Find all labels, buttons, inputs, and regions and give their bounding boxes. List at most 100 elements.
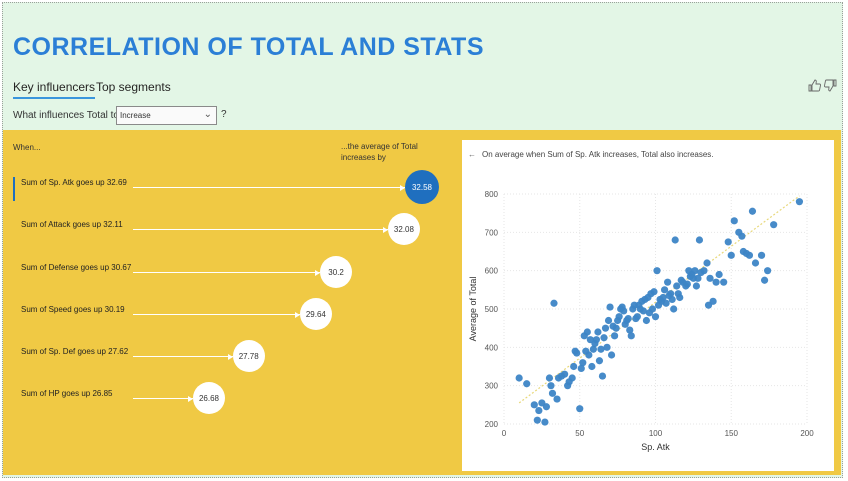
data-point: [535, 406, 543, 415]
data-point: [642, 316, 651, 325]
data-point: [764, 267, 772, 275]
y-axis-label: Average of Total: [468, 277, 478, 342]
data-point: [664, 278, 672, 286]
data-point: [585, 351, 593, 359]
data-point: [607, 351, 616, 359]
influence-bubble[interactable]: 27.78: [232, 340, 265, 372]
data-point: [760, 276, 769, 284]
data-point: [561, 370, 569, 378]
data-point: [676, 293, 684, 302]
influencer-row[interactable]: Sum of Speed goes up 30.19 29.64: [3, 298, 453, 342]
data-point: [615, 313, 623, 321]
tab-key-influencers[interactable]: Key influencers: [13, 80, 96, 99]
data-point: [648, 305, 657, 313]
data-point: [523, 380, 531, 388]
arrow-right-icon: [294, 311, 300, 318]
influence-line: [133, 187, 405, 188]
x-tick-label: 200: [800, 429, 814, 438]
data-point: [670, 305, 678, 313]
data-point: [626, 326, 634, 334]
data-point: [604, 316, 613, 325]
data-point: [671, 236, 679, 244]
data-point: [589, 345, 597, 353]
data-point: [694, 274, 702, 282]
x-tick-label: 0: [502, 429, 507, 438]
thumbs-up-icon[interactable]: [808, 79, 821, 95]
influencer-row[interactable]: Sum of Sp. Atk goes up 32.69 32.58: [3, 170, 453, 215]
influencer-label: Sum of Sp. Atk goes up 32.69: [21, 178, 127, 187]
influencer-row[interactable]: Sum of Sp. Def goes up 27.62 27.78: [3, 340, 453, 384]
data-point: [660, 286, 669, 294]
data-point: [588, 362, 596, 371]
influence-bubble[interactable]: 32.08: [387, 213, 420, 245]
influencer-row[interactable]: Sum of Defense goes up 30.67 30.2: [3, 256, 453, 300]
data-point: [727, 251, 735, 259]
y-tick-label: 700: [485, 228, 499, 237]
influence-bubble[interactable]: 29.64: [299, 298, 332, 330]
data-point: [601, 324, 610, 332]
arrow-right-icon: [227, 353, 233, 360]
data-point: [515, 374, 523, 382]
influence-bubble[interactable]: 26.68: [193, 382, 225, 414]
data-point: [600, 334, 608, 342]
data-point: [673, 282, 681, 290]
data-point: [577, 364, 585, 373]
data-point: [667, 290, 675, 298]
data-point: [576, 405, 584, 413]
data-point: [624, 314, 632, 323]
back-arrow-icon[interactable]: ←: [468, 150, 476, 159]
data-point: [653, 267, 661, 275]
detail-note-text: On average when Sum of Sp. Atk increases…: [482, 150, 714, 159]
data-point: [573, 349, 581, 357]
y-tick-label: 800: [485, 190, 499, 199]
influencer-label: Sum of Attack goes up 32.11: [21, 220, 123, 229]
data-point: [651, 313, 660, 321]
data-point: [595, 357, 604, 365]
x-axis-label: Sp. Atk: [641, 442, 670, 452]
influencer-row[interactable]: Sum of Attack goes up 32.11 32.08: [3, 213, 453, 257]
influence-bubble[interactable]: 30.2: [320, 256, 353, 288]
data-point: [650, 288, 658, 296]
influencer-row[interactable]: Sum of HP goes up 26.85 26.68: [3, 382, 453, 426]
dropdown-value: Increase: [120, 111, 151, 120]
direction-dropdown[interactable]: Increase ⌄: [116, 106, 217, 125]
detail-note: ← On average when Sum of Sp. Atk increase…: [468, 150, 714, 159]
data-point: [545, 374, 554, 382]
y-tick-label: 200: [485, 420, 499, 429]
data-point: [703, 259, 711, 267]
data-point: [633, 313, 641, 321]
data-point: [709, 297, 717, 305]
influence-bubble[interactable]: 32.58: [405, 170, 439, 204]
data-point: [570, 362, 578, 371]
influence-line: [133, 229, 388, 230]
detail-chart-card: ← On average when Sum of Sp. Atk increase…: [462, 140, 834, 471]
influencer-label: Sum of Speed goes up 30.19: [21, 305, 125, 314]
data-point: [548, 389, 557, 397]
data-point: [542, 403, 551, 411]
data-point: [668, 295, 676, 304]
data-point: [715, 270, 723, 279]
key-influencers-panel: When... ...the average of Total increase…: [3, 130, 841, 475]
data-point: [598, 372, 607, 380]
when-column-header: When...: [13, 143, 41, 152]
data-point: [795, 198, 804, 206]
data-point: [579, 359, 587, 367]
data-point: [748, 207, 757, 215]
tab-top-segments[interactable]: Top segments: [96, 80, 171, 94]
data-point: [541, 418, 549, 426]
data-point: [610, 332, 619, 340]
data-point: [606, 303, 614, 311]
thumbs-down-icon[interactable]: [824, 79, 837, 95]
question-suffix: ?: [221, 109, 227, 120]
data-point: [738, 232, 746, 240]
data-point: [659, 293, 667, 302]
data-point: [712, 278, 720, 286]
arrow-right-icon: [400, 184, 405, 191]
data-point: [620, 307, 628, 315]
data-point: [592, 336, 601, 344]
data-point: [720, 278, 728, 286]
data-point: [757, 251, 766, 259]
data-point: [612, 324, 620, 332]
x-tick-label: 150: [725, 429, 739, 438]
